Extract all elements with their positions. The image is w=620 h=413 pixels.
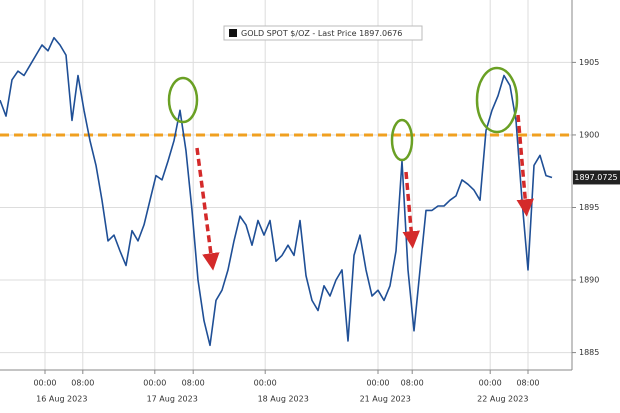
- y-tick-label: 1905: [579, 58, 599, 67]
- x-tick-label: 00:00: [479, 379, 502, 388]
- plot: [0, 36, 572, 347]
- plot-area: [0, 0, 572, 370]
- last-price-label: 1897.0725: [574, 173, 617, 182]
- x-date-label: 18 Aug 2023: [258, 395, 309, 404]
- legend-box: [223, 25, 423, 41]
- legend-label: GOLD SPOT $/OZ - Last Price 1897.0676: [241, 29, 402, 38]
- arrow: [402, 171, 420, 249]
- x-date-label: 22 Aug 2023: [477, 395, 528, 404]
- x-tick-label: 08:00: [71, 379, 94, 388]
- highlight-ellipse: [390, 118, 414, 162]
- arrow: [516, 114, 534, 217]
- y-tick-label: 1885: [579, 348, 599, 357]
- x-date-label: 21 Aug 2023: [360, 395, 411, 404]
- x-tick-label: 00:00: [366, 379, 389, 388]
- x-tick-label: 00:00: [254, 379, 277, 388]
- grid: [0, 0, 572, 370]
- x-tick-label: 00:00: [33, 379, 56, 388]
- x-date-label: 16 Aug 2023: [36, 395, 87, 404]
- highlight-ellipse: [167, 76, 199, 124]
- arrow: [195, 147, 220, 271]
- x-tick-label: 08:00: [182, 379, 205, 388]
- price-line: [0, 36, 553, 347]
- y-tick-label: 1900: [579, 130, 599, 139]
- x-date-label: 17 Aug 2023: [147, 395, 198, 404]
- y-tick-label: 1890: [579, 276, 599, 285]
- x-tick-label: 08:00: [516, 379, 539, 388]
- y-tick-label: 1895: [579, 203, 599, 212]
- x-tick-label: 00:00: [143, 379, 166, 388]
- highlight-ellipse: [475, 66, 519, 134]
- x-tick-label: 08:00: [401, 379, 424, 388]
- annotations: [167, 66, 534, 271]
- legend: GOLD SPOT $/OZ - Last Price 1897.0676: [223, 25, 423, 41]
- legend-swatch: [229, 29, 237, 37]
- last-price-box: [573, 170, 620, 185]
